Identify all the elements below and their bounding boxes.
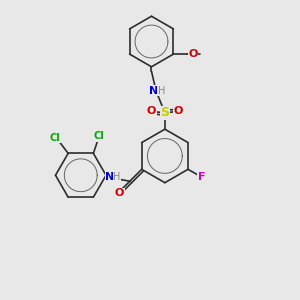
Text: N: N <box>105 172 115 182</box>
Text: H: H <box>158 85 165 96</box>
Text: O: O <box>115 188 124 198</box>
Text: S: S <box>160 106 169 119</box>
Text: Cl: Cl <box>94 131 105 141</box>
Text: O: O <box>147 106 156 116</box>
Text: O: O <box>173 106 183 116</box>
Text: H: H <box>113 172 121 182</box>
Text: F: F <box>198 172 205 182</box>
Text: Cl: Cl <box>50 133 60 143</box>
Text: N: N <box>149 85 158 96</box>
Text: O: O <box>188 49 198 59</box>
